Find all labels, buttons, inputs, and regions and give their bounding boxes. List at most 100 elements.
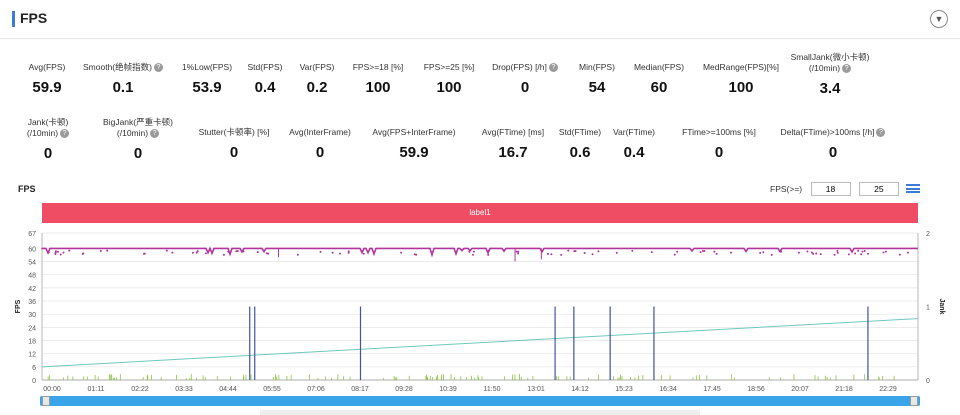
fps-point bbox=[517, 250, 520, 253]
help-icon[interactable]: ? bbox=[60, 129, 70, 139]
stat-label: BigJank(严重卡顿) (/10min)? bbox=[103, 117, 173, 139]
stat-label: FPS>=25 [%] bbox=[423, 62, 475, 72]
fps-point bbox=[810, 251, 813, 254]
stat-r1-4: Var(FPS) 0.2 bbox=[257, 62, 377, 96]
stat-value: 0 bbox=[315, 144, 325, 161]
help-icon[interactable]: ? bbox=[876, 128, 886, 138]
fps-point bbox=[227, 250, 230, 253]
y-tick-label: 60 bbox=[28, 246, 36, 253]
fps-point bbox=[631, 249, 634, 252]
x-tick-label: 00:00 bbox=[43, 386, 61, 393]
fps-point bbox=[806, 250, 809, 253]
stat-label: SmallJank(微小卡顿) (/10min)? bbox=[790, 52, 870, 74]
fps-point bbox=[256, 251, 259, 254]
x-tick-label: 10:39 bbox=[439, 386, 457, 393]
stat-label: Var(FPS) bbox=[299, 62, 335, 72]
fps-point bbox=[715, 252, 718, 255]
fps-point bbox=[836, 251, 839, 254]
x-tick-label: 20:07 bbox=[791, 386, 809, 393]
trend-line bbox=[41, 318, 919, 368]
x-tick-label: 13:01 bbox=[527, 386, 545, 393]
help-icon[interactable]: ? bbox=[153, 63, 163, 73]
fps-point bbox=[573, 250, 576, 253]
fps-point bbox=[836, 249, 839, 252]
stat-label: Delta(FTime)>100ms [/h]? bbox=[773, 127, 893, 138]
stat-value: 100 bbox=[365, 79, 391, 96]
fps-point bbox=[472, 250, 475, 253]
x-tick-label: 09:28 bbox=[395, 386, 413, 393]
x-tick-label: 16:34 bbox=[659, 386, 677, 393]
fps-point bbox=[222, 253, 225, 256]
fps-point bbox=[59, 253, 62, 256]
bars-icon[interactable] bbox=[906, 184, 920, 193]
y-tick-label: 36 bbox=[28, 299, 36, 306]
time-range-slider[interactable] bbox=[40, 396, 920, 406]
fps-point bbox=[770, 253, 773, 256]
fps-point bbox=[759, 252, 762, 255]
stat-r2-6: Std(FTime) 0.6 bbox=[520, 127, 640, 161]
fps-point bbox=[591, 253, 594, 256]
fps-threshold-1-input[interactable] bbox=[810, 182, 851, 196]
stat-value: 0.2 bbox=[306, 79, 328, 96]
chevron-down-icon[interactable]: ▼ bbox=[930, 10, 948, 28]
label-band[interactable]: label1 bbox=[42, 203, 918, 223]
fps-point bbox=[906, 251, 909, 254]
stat-label: Jank(卡顿) (/10min)? bbox=[26, 117, 70, 139]
fps-point bbox=[82, 252, 85, 255]
fps-point bbox=[106, 249, 109, 252]
accent-bar bbox=[12, 11, 15, 27]
stat-label: Drop(FPS) [/h]? bbox=[465, 62, 585, 73]
stat-label: Stutter(卡顿率) [%] bbox=[198, 127, 270, 137]
x-tick-label: 08:17 bbox=[351, 386, 369, 393]
stat-value: 3.4 bbox=[819, 80, 841, 97]
fps-point bbox=[762, 251, 765, 254]
stat-label: Smooth(绝帧指数)? bbox=[63, 62, 183, 73]
stat-value: 0.6 bbox=[569, 144, 591, 161]
x-tick-label: 01:11 bbox=[88, 386, 105, 393]
fps-point bbox=[676, 250, 679, 253]
fps-point bbox=[615, 251, 618, 254]
stat-label: 1%Low(FPS) bbox=[181, 62, 233, 72]
fps-point bbox=[362, 252, 365, 255]
fps-series-line bbox=[41, 246, 918, 258]
stat-value: 59.9 bbox=[32, 79, 62, 96]
y-tick-label: 12 bbox=[28, 352, 36, 359]
stat-value: 0 bbox=[520, 79, 530, 96]
stat-label: Avg(InterFrame) bbox=[289, 127, 351, 137]
stat-r2-7: Var(FTime) 0.4 bbox=[574, 127, 694, 161]
fps-point bbox=[319, 250, 322, 253]
stat-r1-2: 1%Low(FPS) 53.9 bbox=[147, 62, 267, 96]
fps-point bbox=[47, 251, 50, 254]
stat-r1-10: MedRange(FPS)[%] 100 bbox=[681, 62, 801, 96]
fps-point bbox=[560, 253, 563, 256]
help-icon[interactable]: ? bbox=[150, 129, 160, 139]
y-tick-label: 54 bbox=[28, 260, 36, 267]
fps-point bbox=[819, 253, 822, 256]
help-icon[interactable]: ? bbox=[842, 64, 852, 74]
fps-point bbox=[863, 249, 866, 252]
y-tick-label: 30 bbox=[28, 312, 36, 319]
stat-value: 60 bbox=[650, 79, 668, 96]
fps-point bbox=[171, 251, 174, 254]
fps-point bbox=[339, 252, 342, 255]
slider-handle-left[interactable] bbox=[42, 396, 50, 406]
stat-r1-3: Std(FPS) 0.4 bbox=[205, 62, 325, 96]
slider-handle-right[interactable] bbox=[910, 396, 918, 406]
fps-point bbox=[780, 250, 783, 253]
stat-label: Min(FPS) bbox=[579, 62, 615, 72]
stat-r2-0: Jank(卡顿) (/10min)? 0 bbox=[0, 117, 108, 162]
fps-point bbox=[196, 250, 199, 253]
fps-threshold-2-input[interactable] bbox=[858, 182, 899, 196]
fps-point bbox=[884, 250, 887, 253]
y-tick-label: 48 bbox=[28, 273, 36, 280]
fps-point bbox=[650, 251, 653, 254]
y2-tick-label: 1 bbox=[926, 305, 930, 312]
x-tick-label: 04:44 bbox=[219, 386, 237, 393]
fps-point bbox=[415, 253, 418, 256]
y2-tick-label: 0 bbox=[926, 378, 930, 385]
stat-r1-5: FPS>=18 [%] 100 bbox=[318, 62, 438, 96]
help-icon[interactable]: ? bbox=[548, 63, 558, 73]
stat-value: 0 bbox=[133, 145, 143, 162]
stat-label: Median(FPS) bbox=[633, 62, 685, 72]
stat-r1-0: Avg(FPS) 59.9 bbox=[0, 62, 107, 96]
